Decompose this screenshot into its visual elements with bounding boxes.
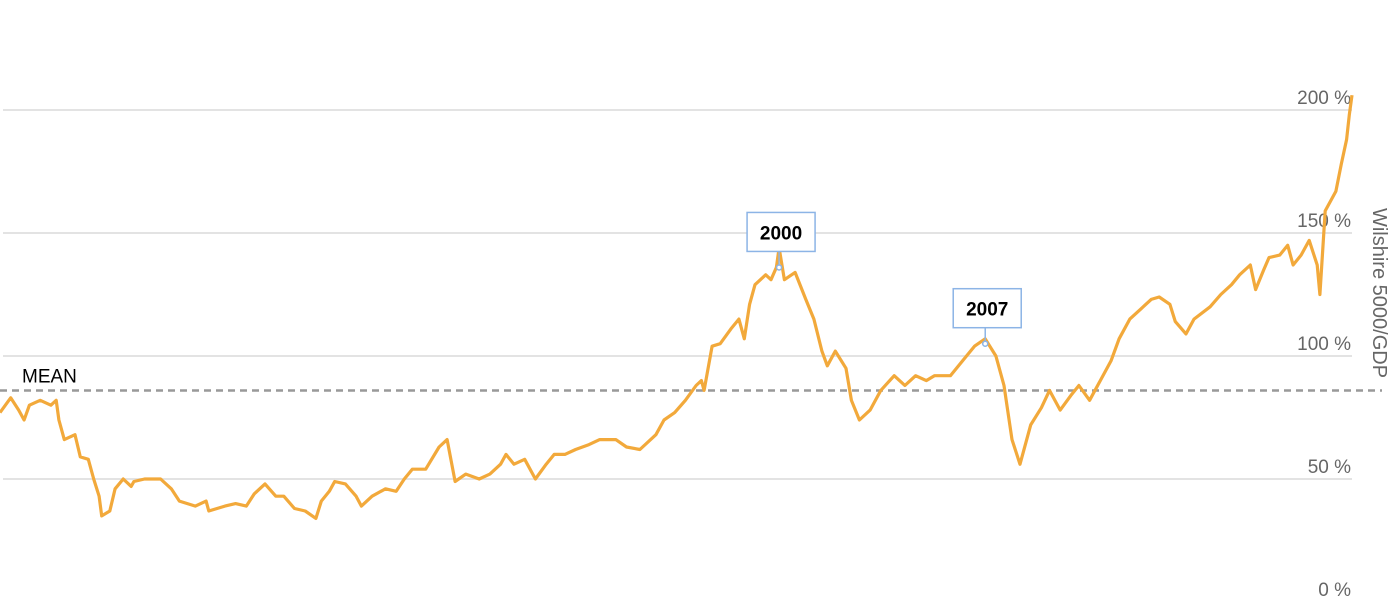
annotation-label: 2000: [760, 223, 802, 244]
y-tick-label: 50 %: [1308, 457, 1351, 478]
mean-label: MEAN: [22, 366, 77, 387]
annotations: 2000 2007: [746, 211, 1022, 347]
annotation-marker: [981, 340, 989, 347]
y-tick-label: 200 %: [1297, 88, 1351, 109]
annotation-label: 2007: [966, 300, 1008, 321]
y-axis-label: Wilshire 5000/GDP: [1368, 208, 1390, 378]
annotation-marker: [775, 264, 783, 271]
annotation-2000: 2000: [746, 211, 816, 271]
gridlines: [3, 109, 1352, 480]
y-tick-labels: 0 %50 %100 %150 %200 %: [1297, 88, 1351, 600]
y-tick-label: 100 %: [1297, 334, 1351, 355]
series-line: [0, 94, 1354, 520]
y-tick-label: 0 %: [1318, 580, 1351, 600]
annotation-box: [746, 211, 816, 253]
annotation-2007: 2007: [952, 287, 1022, 347]
annotation-box: [952, 287, 1022, 329]
